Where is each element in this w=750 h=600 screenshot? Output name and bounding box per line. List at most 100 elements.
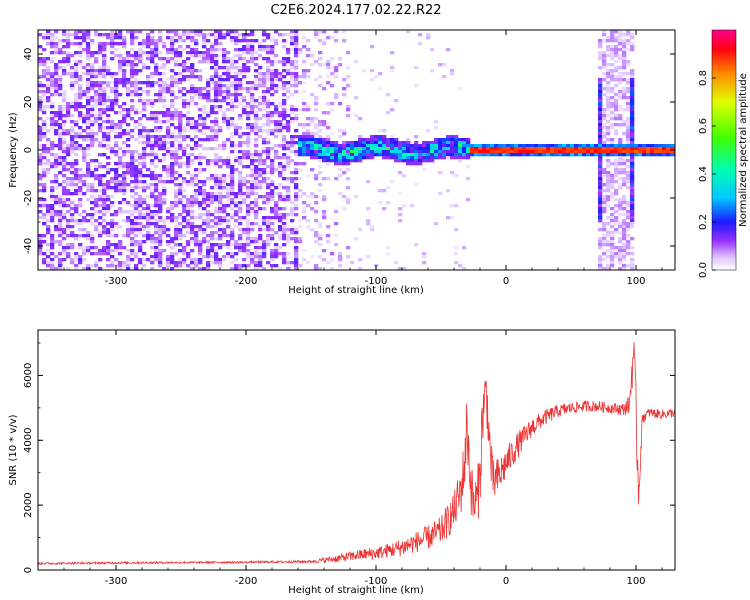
heatmap-cell [170,69,175,73]
heatmap-cell [302,192,307,196]
heatmap-cell [314,117,319,121]
heatmap-cell [50,264,55,268]
heatmap-cell [134,174,139,178]
heatmap-cell [418,42,423,46]
heatmap-cell [146,135,151,139]
heatmap-cell [106,117,111,121]
heatmap-cell [70,180,75,184]
heatmap-cell [254,183,259,187]
heatmap-cell [134,198,139,202]
heatmap-cell [614,117,619,121]
heatmap-cell [282,84,287,88]
heatmap-cell [90,114,95,118]
heatmap-cell [202,183,207,187]
heatmap-cell [94,252,99,256]
heatmap-cell [294,231,299,235]
heatmap-cell [606,99,611,103]
heatmap-cell [130,159,135,163]
heatmap-cell [66,147,71,151]
heatmap-cell [298,237,303,241]
heatmap-cell [210,75,215,79]
heatmap-cell [214,87,219,91]
heatmap-cell [350,147,355,151]
heatmap-cell [110,222,115,226]
heatmap-cell [130,156,135,160]
heatmap-cell [382,144,387,148]
heatmap-cell [114,54,119,58]
heatmap-cell [346,147,351,151]
heatmap-cell [218,90,223,94]
heatmap-cell [546,144,551,148]
heatmap-cell [46,207,51,211]
heatmap-cell [170,42,175,46]
heatmap-cell [134,93,139,97]
heatmap-cell [198,162,203,166]
heatmap-cell [246,228,251,232]
heatmap-cell [278,252,283,256]
heatmap-cell [622,147,627,151]
heatmap-cell [66,132,71,136]
heatmap-cell [614,30,619,34]
heatmap-cell [602,63,607,67]
heatmap-cell [162,159,167,163]
heatmap-cell [242,99,247,103]
heatmap-cell [70,81,75,85]
heatmap-cell [186,102,191,106]
heatmap-cell [622,93,627,97]
heatmap-cell [342,147,347,151]
heatmap-cell [50,42,55,46]
heatmap-cell [258,54,263,58]
heatmap-cell [286,237,291,241]
heatmap-cell [246,51,251,55]
heatmap-cell [222,57,227,61]
heatmap-cell [290,237,295,241]
heatmap-cells [38,30,675,270]
heatmap-cell [158,228,163,232]
heatmap-cell [94,198,99,202]
heatmap-cell [518,147,523,151]
heatmap-cell [274,144,279,148]
heatmap-cell [106,144,111,148]
heatmap-cell [194,198,199,202]
heatmap-cell [126,108,131,112]
heatmap-cell [182,147,187,151]
heatmap-cell [106,114,111,118]
heatmap-cell [302,126,307,130]
heatmap-cell [186,111,191,115]
heatmap-cell [314,264,319,268]
heatmap-cell [90,246,95,250]
heatmap-cell [618,240,623,244]
heatmap-cell [46,219,51,223]
heatmap-cell [130,267,135,270]
heatmap-cell [130,186,135,190]
heatmap-cell [514,144,519,148]
heatmap-cell [598,129,603,133]
heatmap-cell [90,186,95,190]
heatmap-cell [294,261,299,265]
heatmap-cell [614,51,619,55]
heatmap-cell [118,120,123,124]
heatmap-cell [86,264,91,268]
heatmap-cell [178,87,183,91]
heatmap-cell [294,51,299,55]
heatmap-cell [62,123,67,127]
heatmap-cell [298,153,303,157]
heatmap-cell [86,138,91,142]
heatmap-cell [82,150,87,154]
heatmap-cell [54,36,59,40]
heatmap-cell [610,240,615,244]
heatmap-cell [598,96,603,100]
heatmap-cell [298,219,303,223]
heatmap-cell [118,243,123,247]
heatmap-cell [626,141,631,145]
heatmap-cell [206,162,211,166]
heatmap-cell [338,255,343,259]
heatmap-cell [618,153,623,157]
heatmap-cell [430,147,435,151]
heatmap-cell [202,192,207,196]
heatmap-cell [186,90,191,94]
heatmap-cell [210,198,215,202]
heatmap-cell [62,129,67,133]
heatmap-cell [238,234,243,238]
heatmap-cell [90,141,95,145]
